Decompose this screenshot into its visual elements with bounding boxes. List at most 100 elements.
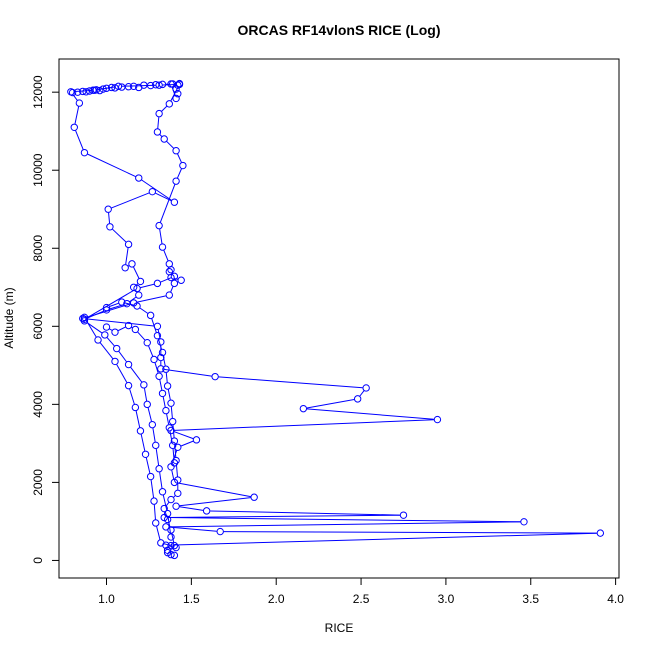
x-tick-label: 1.0 [98,592,115,606]
plot-frame [58,58,620,579]
data-point [170,198,179,206]
series-line-segment [164,368,212,377]
chart-title: ORCAS RF14vlonS RICE (Log) [237,22,440,38]
y-tick: 12000 [31,75,59,109]
data-point [102,303,111,312]
series-line-segment [170,406,173,419]
data-point [353,395,362,403]
data-point [250,493,258,501]
y-tick: 8000 [31,235,59,262]
series-line-segment [121,84,156,87]
data-point [80,148,89,157]
data-point [136,277,145,286]
data-point [118,298,126,306]
series-4 [102,298,182,550]
data-point [362,384,370,392]
data-point [172,502,180,510]
data-point [157,338,165,346]
series-line-segment [175,463,178,477]
data-point [155,372,163,380]
data-point [165,291,174,299]
data-point [82,88,90,96]
series-line-segment [159,134,163,137]
series-line-segment [177,482,251,498]
series-line-segment [174,419,434,431]
data-point [155,109,163,118]
data-point [133,284,141,293]
series-line-segment [87,322,103,334]
series-line-segment [130,367,143,383]
data-point [160,135,168,143]
data-point [172,456,180,465]
series-line-segment [106,337,115,347]
data-point [75,99,84,107]
y-tick: 6000 [31,313,59,340]
series-line-segment [112,228,127,243]
series-line-segment [161,105,168,112]
data-point [153,279,162,288]
series-line-segment [172,424,175,438]
data-point [170,272,179,281]
data-point [167,533,175,541]
x-axis-label: RICE [325,621,354,635]
series-line-segment [306,408,434,420]
data-point [162,406,170,415]
data-point [124,360,133,369]
data-point [179,161,187,170]
data-point [433,415,442,424]
series-line-segment [125,302,134,306]
y-tick-label: 6000 [31,313,45,340]
data-point [104,205,112,213]
plot-area [67,79,605,560]
y-tick: 2000 [31,469,59,496]
y-tick-label: 2000 [31,469,45,496]
series-line-segment [157,338,162,350]
data-point [96,86,104,95]
series-line-segment [154,362,159,374]
data-point [165,424,174,432]
series-line-segment [133,266,140,279]
data-point [175,79,184,88]
data-point [124,83,133,91]
axes: 1.0 1.5 2.0 2.5 3.0 3.5 4.0 0 2000 4000 6000 8000 10… [31,58,624,606]
data-point [155,221,163,230]
data-point [146,472,155,481]
data-point [172,94,180,103]
data-point [170,541,179,550]
series-line-segment [157,117,160,129]
data-point [168,441,177,450]
series-line-segment [75,130,84,150]
series-line-segment [155,448,160,466]
data-point [155,465,163,473]
data-point [158,243,167,251]
data-point [163,382,172,390]
data-point [102,323,111,331]
data-point [129,283,138,291]
data-point [68,88,77,97]
data-point [158,348,167,357]
series-line-segment [170,286,174,293]
data-point [140,381,148,389]
series-line-segment [87,310,104,319]
data-point [107,83,116,92]
x-tick-label: 3.0 [438,592,455,606]
series-line-segment [306,399,355,409]
data-point [165,100,174,108]
data-point [150,355,158,364]
data-point [163,515,172,524]
data-point [596,529,605,537]
series-line-segment [108,212,111,224]
series-line-segment [129,388,135,405]
series-line-segment [159,472,163,489]
data-point [129,82,138,91]
data-point [99,85,107,93]
x-tick-label: 3.5 [522,592,539,606]
series-3 [102,321,179,467]
data-point [202,507,211,515]
data-point [80,317,89,325]
series-line-segment [117,326,126,332]
data-point [128,260,136,268]
y-axis-label: Altitude (m) [2,287,16,348]
series-line-segment [162,495,168,511]
